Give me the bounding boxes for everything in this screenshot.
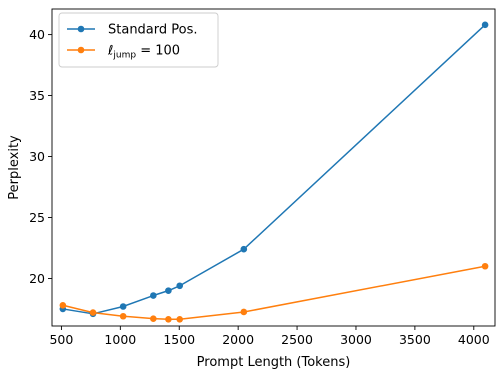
legend-label-jump-main: ℓ (107, 44, 113, 59)
data-point (240, 245, 248, 253)
x-tick-label: 500 (49, 332, 73, 347)
legend-label-standard: Standard Pos. (108, 23, 198, 38)
legend-marker-standard (77, 25, 85, 33)
legend-label-jump: ℓjump = 100 (107, 44, 180, 61)
y-tick-label: 20 (29, 271, 45, 286)
series-line-1 (62, 265, 486, 321)
data-point (165, 287, 172, 294)
data-point (165, 315, 172, 323)
x-axis-label: Prompt Length (Tokens) (197, 355, 351, 370)
data-point (119, 312, 127, 320)
x-tick-label: 2500 (281, 332, 313, 347)
y-axis-ticks: 20 25 30 35 40 (29, 27, 52, 286)
legend-box (58, 12, 219, 68)
y-tick-label: 30 (29, 149, 45, 164)
legend-entry-standard: Standard Pos. (67, 23, 198, 38)
plot-frame (51, 8, 496, 327)
legend-label-jump-sub: jump (112, 51, 136, 61)
y-tick-label: 35 (29, 88, 45, 103)
data-point (481, 21, 489, 29)
legend-entry-jump: ℓjump = 100 (67, 44, 180, 61)
x-tick-label: 1500 (163, 332, 195, 347)
x-tick-label: 1000 (104, 332, 136, 347)
legend-marker-jump (77, 46, 85, 54)
data-point (150, 315, 157, 322)
y-tick-label: 40 (29, 27, 45, 42)
x-tick-label: 3500 (399, 332, 431, 347)
data-point (481, 262, 489, 270)
y-tick-label: 25 (29, 210, 45, 225)
x-tick-label: 4000 (458, 332, 490, 347)
legend-label-jump-rest: = 100 (136, 44, 180, 59)
x-tick-label: 3000 (340, 332, 372, 347)
plot-points (59, 21, 489, 323)
plot-lines (62, 24, 486, 321)
legend: Standard Pos. ℓjump = 100 (58, 12, 219, 68)
data-point (176, 282, 184, 290)
series-line-0 (62, 24, 486, 315)
x-axis-ticks: 500 1000 1500 2000 2500 3000 3500 4000 (49, 326, 490, 347)
data-point (240, 308, 248, 316)
data-point (89, 309, 97, 316)
data-point (176, 315, 184, 323)
data-point (59, 301, 67, 309)
y-axis-label: Perplexity (7, 135, 22, 200)
data-point (119, 303, 127, 310)
x-tick-label: 2000 (222, 332, 254, 347)
data-point (150, 292, 157, 299)
